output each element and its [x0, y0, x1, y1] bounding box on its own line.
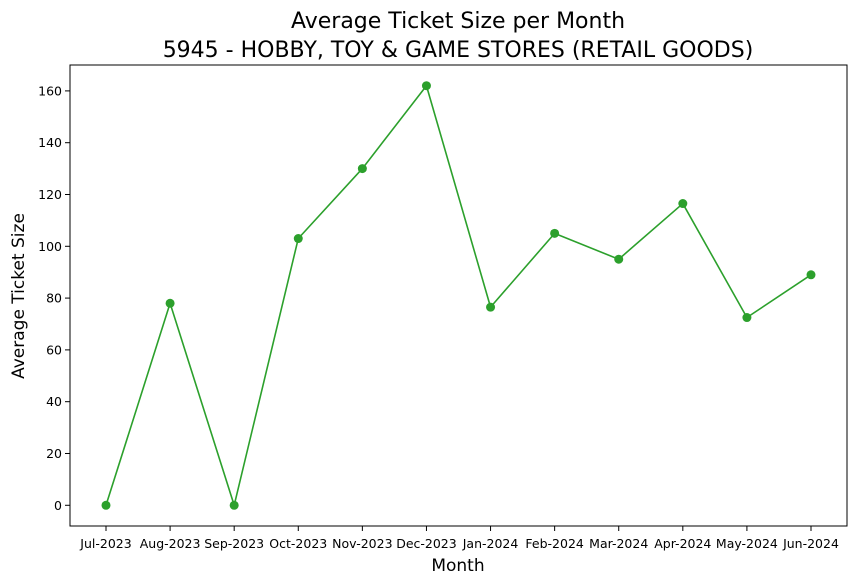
data-point: [678, 199, 688, 209]
x-axis: Jul-2023 Aug-2023 Sep-2023 Oct-2023 Nov-2023…: [79, 526, 839, 551]
data-point: [101, 500, 111, 510]
chart-title: Average Ticket Size per Month: [291, 9, 625, 34]
x-tick-label: May-2024: [716, 536, 778, 551]
x-tick-label: Jun-2024: [782, 536, 839, 551]
series-line: [105, 84, 812, 507]
y-tick-label: 120: [38, 187, 62, 202]
x-tick-label: Oct-2023: [269, 536, 327, 551]
x-tick-label: Jul-2023: [79, 536, 131, 551]
y-tick-label: 140: [38, 135, 62, 150]
data-point: [614, 254, 624, 264]
series-layer: [101, 81, 816, 510]
data-point: [293, 234, 303, 244]
y-axis-label: Average Ticket Size: [9, 213, 29, 379]
x-tick-label: Apr-2024: [654, 536, 711, 551]
x-tick-label: Nov-2023: [332, 536, 392, 551]
data-point: [486, 302, 496, 312]
data-point: [229, 500, 239, 510]
data-point: [421, 81, 431, 91]
data-point: [806, 270, 816, 280]
y-tick-label: 40: [46, 394, 62, 409]
data-point: [550, 228, 560, 238]
y-tick-label: 80: [46, 291, 62, 306]
x-tick-label: Mar-2024: [589, 536, 648, 551]
chart-subtitle: 5945 - HOBBY, TOY & GAME STORES (RETAIL …: [163, 38, 754, 63]
x-tick-label: Jan-2024: [462, 536, 519, 551]
y-axis: 0 20 40 60 80 100 120 140 160: [38, 83, 70, 513]
y-tick-label: 100: [38, 239, 62, 254]
data-point: [742, 313, 752, 323]
x-tick-label: Feb-2024: [525, 536, 584, 551]
y-tick-label: 20: [46, 446, 62, 461]
data-point: [357, 164, 367, 174]
x-tick-label: Sep-2023: [204, 536, 264, 551]
y-tick-label: 60: [46, 342, 62, 357]
y-tick-label: 0: [54, 498, 62, 513]
x-tick-label: Aug-2023: [140, 536, 201, 551]
plot-area-frame: [69, 64, 848, 527]
y-tick-label: 160: [38, 83, 62, 98]
x-axis-label: Month: [431, 556, 484, 576]
data-point: [165, 298, 175, 308]
x-tick-label: Dec-2023: [396, 536, 457, 551]
